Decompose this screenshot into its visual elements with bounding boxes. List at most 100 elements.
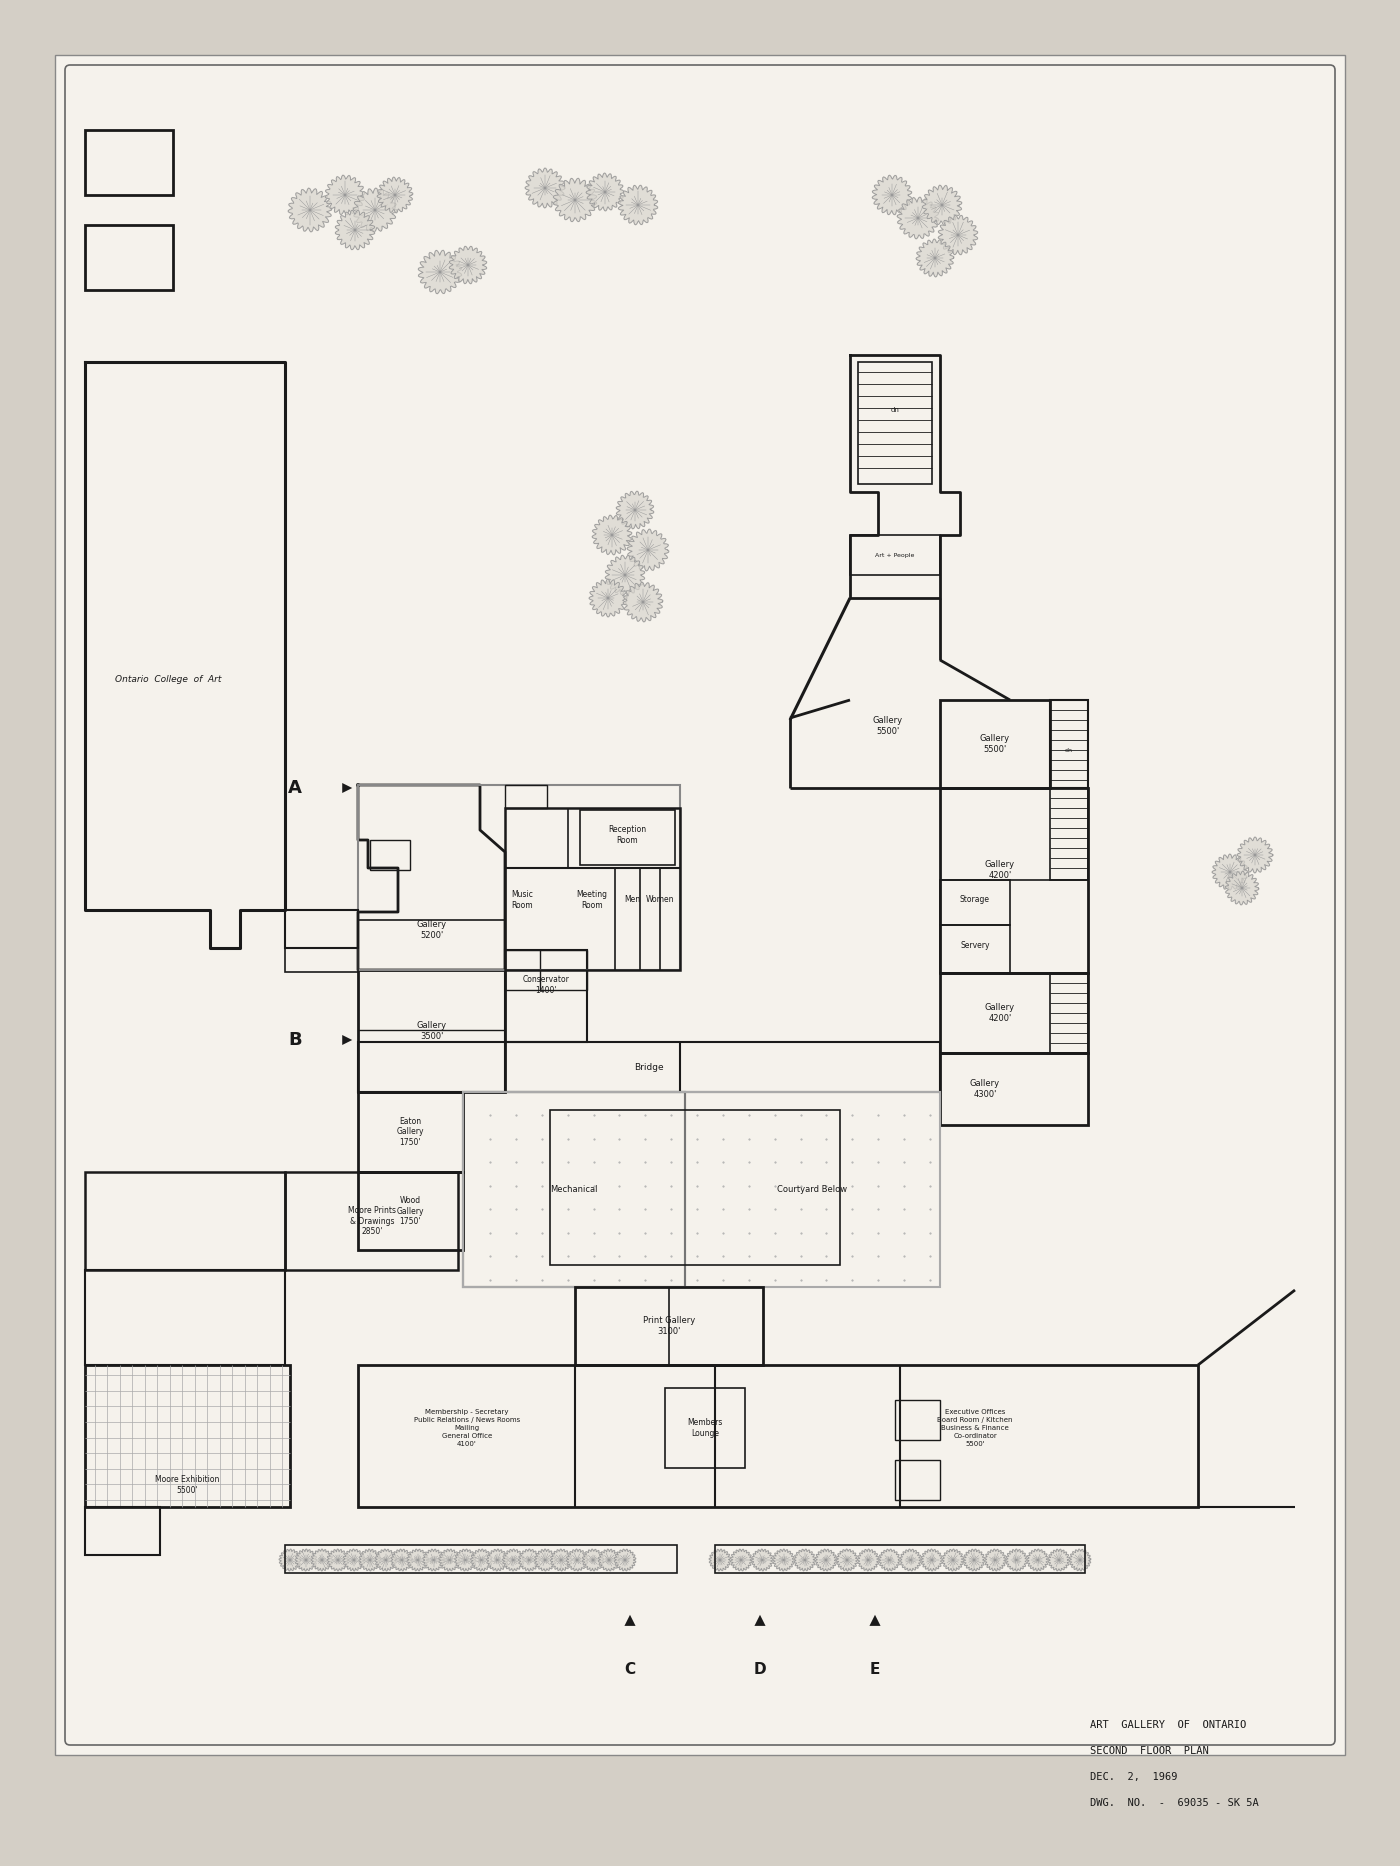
Text: dn: dn	[1065, 748, 1072, 752]
Bar	[85, 1508, 160, 1554]
Bar	[85, 1366, 290, 1508]
Polygon shape	[553, 179, 596, 222]
Polygon shape	[708, 1549, 731, 1571]
Text: Reception
Room: Reception Room	[608, 825, 645, 845]
Text: C: C	[624, 1663, 636, 1678]
Bar	[575, 1288, 763, 1366]
Bar	[85, 1172, 286, 1271]
Polygon shape	[1026, 1549, 1049, 1571]
Polygon shape	[938, 215, 977, 256]
Bar	[286, 1545, 678, 1573]
Text: Eaton
Gallery
1750': Eaton Gallery 1750'	[396, 1118, 424, 1148]
Polygon shape	[325, 175, 365, 215]
Polygon shape	[623, 582, 664, 621]
Polygon shape	[598, 1549, 620, 1571]
Bar	[286, 911, 358, 948]
Bar	[358, 1092, 463, 1172]
Polygon shape	[358, 1549, 381, 1571]
Bar	[85, 131, 174, 196]
Polygon shape	[752, 1549, 773, 1571]
Text: SECOND  FLOOR  PLAN: SECOND FLOOR PLAN	[1091, 1747, 1208, 1756]
Polygon shape	[353, 188, 398, 231]
Polygon shape	[616, 491, 654, 528]
Text: Music
Room: Music Room	[511, 890, 533, 911]
Bar	[1050, 700, 1088, 787]
Polygon shape	[295, 1549, 316, 1571]
Text: Gallery
5500': Gallery 5500'	[980, 735, 1009, 754]
Text: D: D	[753, 1663, 766, 1678]
Polygon shape	[449, 246, 487, 284]
Bar	[1050, 787, 1088, 881]
Bar	[939, 926, 1009, 972]
Text: Print Gallery
3100': Print Gallery 3100'	[643, 1316, 696, 1336]
Text: ART  GALLERY  OF  ONTARIO: ART GALLERY OF ONTARIO	[1091, 1720, 1246, 1730]
Text: Membership - Secretary
Public Relations / News Rooms
Mailing
General Office
4100: Membership - Secretary Public Relations …	[414, 1409, 521, 1446]
Text: Courtyard Below: Courtyard Below	[777, 1185, 847, 1194]
Polygon shape	[582, 1549, 603, 1571]
Text: Meeting
Room: Meeting Room	[577, 890, 608, 911]
Text: Members
Lounge: Members Lounge	[687, 1418, 722, 1437]
Polygon shape	[1049, 1549, 1070, 1571]
Bar	[715, 1545, 1085, 1573]
Text: dn: dn	[890, 407, 899, 412]
Bar	[505, 786, 547, 808]
Polygon shape	[872, 175, 911, 215]
Polygon shape	[518, 1549, 540, 1571]
Polygon shape	[1005, 1549, 1028, 1571]
Bar	[358, 1366, 1198, 1508]
Polygon shape	[963, 1549, 986, 1571]
Polygon shape	[455, 1549, 476, 1571]
Text: E: E	[869, 1663, 881, 1678]
Polygon shape	[288, 188, 332, 231]
Polygon shape	[336, 211, 375, 250]
Polygon shape	[836, 1549, 858, 1571]
Polygon shape	[438, 1549, 461, 1571]
Polygon shape	[375, 1549, 396, 1571]
Bar	[895, 1400, 939, 1441]
Bar	[358, 1172, 463, 1250]
Polygon shape	[391, 1549, 413, 1571]
Text: Gallery
3500': Gallery 3500'	[417, 1021, 447, 1041]
Polygon shape	[470, 1549, 493, 1571]
Bar	[358, 1041, 939, 1092]
Bar	[463, 1092, 939, 1288]
Polygon shape	[900, 1549, 921, 1571]
Bar	[685, 1092, 939, 1288]
Text: Women: Women	[645, 896, 675, 905]
Polygon shape	[1238, 838, 1273, 873]
Polygon shape	[326, 1549, 349, 1571]
Bar	[939, 881, 1009, 926]
Polygon shape	[587, 174, 624, 211]
Polygon shape	[731, 1549, 752, 1571]
Bar	[505, 950, 587, 1041]
Bar	[939, 787, 1088, 972]
Polygon shape	[566, 1549, 588, 1571]
Bar	[370, 840, 410, 870]
Polygon shape	[605, 556, 644, 595]
Bar	[463, 1092, 685, 1288]
Polygon shape	[343, 1549, 365, 1571]
Bar	[358, 970, 505, 1092]
Text: Moore Prints
& Drawings
2850': Moore Prints & Drawings 2850'	[349, 1205, 396, 1235]
Bar	[895, 1459, 939, 1500]
Polygon shape	[879, 1549, 900, 1571]
Text: Servery: Servery	[960, 940, 990, 950]
Text: DWG.  NO.  -  69035 - SK 5A: DWG. NO. - 69035 - SK 5A	[1091, 1799, 1259, 1808]
Polygon shape	[857, 1549, 879, 1571]
Bar	[858, 362, 932, 483]
Bar	[665, 1388, 745, 1469]
Text: A: A	[288, 778, 302, 797]
Polygon shape	[592, 515, 631, 554]
Text: Bridge: Bridge	[634, 1062, 664, 1071]
Polygon shape	[815, 1549, 837, 1571]
Text: Storage: Storage	[960, 896, 990, 905]
Text: Mechanical: Mechanical	[550, 1185, 598, 1194]
Bar	[286, 948, 358, 972]
Polygon shape	[916, 239, 953, 276]
Bar	[939, 700, 1050, 787]
Polygon shape	[550, 1549, 573, 1571]
Polygon shape	[897, 198, 939, 239]
Polygon shape	[423, 1549, 444, 1571]
Polygon shape	[407, 1549, 428, 1571]
Polygon shape	[535, 1549, 556, 1571]
